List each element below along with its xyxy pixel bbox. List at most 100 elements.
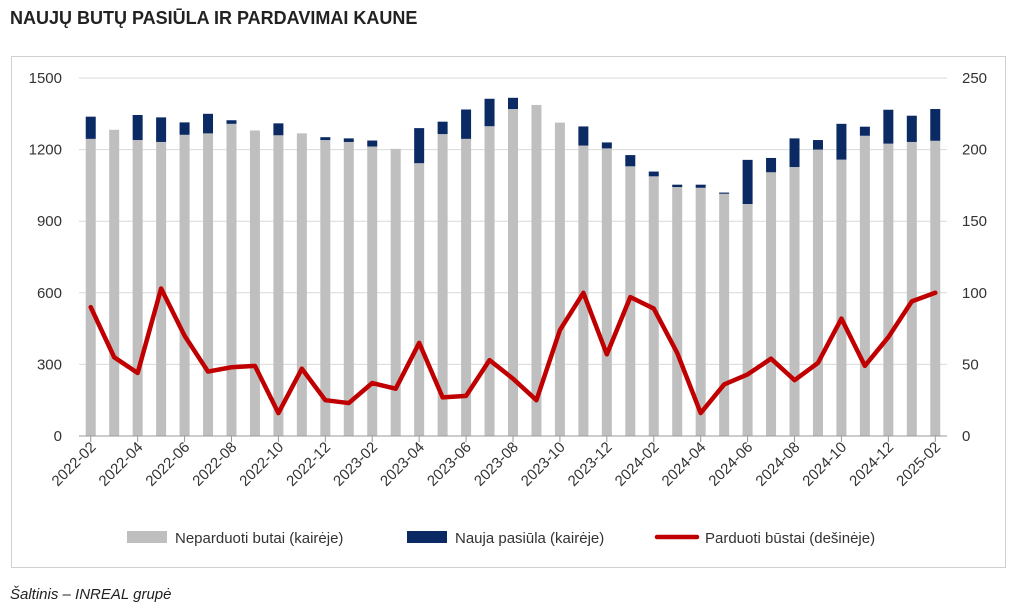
bar-new-supply (695, 184, 706, 188)
bar-unsold (296, 133, 307, 436)
y-left-tick-label: 900 (37, 213, 62, 230)
x-tick-label: 2024-10 (799, 439, 850, 490)
bar-unsold (742, 204, 753, 436)
x-tick-label: 2022-08 (189, 439, 240, 490)
bar-unsold (109, 129, 120, 437)
sold-line (88, 286, 938, 416)
bar-unsold (508, 109, 518, 436)
legend-swatch-unsold (127, 531, 167, 543)
bar-new-supply (226, 120, 237, 124)
bar-unsold (132, 140, 143, 436)
x-tick-label: 2023-02 (330, 439, 381, 490)
chart-frame: 0 300 600 900 1200 1500 0 50 100 150 200 250 2022-02… (11, 56, 1006, 568)
bar-unsold (789, 167, 800, 436)
bar-new-supply (484, 98, 495, 127)
bars (85, 97, 941, 437)
bar-unsold (414, 163, 425, 436)
legend-label-unsold: Neparduoti butai (kairėje) (175, 530, 343, 547)
bar-unsold (906, 141, 917, 436)
bar-unsold (695, 187, 706, 436)
bar-unsold (859, 135, 870, 436)
bar-unsold (203, 133, 214, 436)
x-tick-label: 2024-02 (612, 439, 663, 490)
bar-new-supply (789, 138, 800, 168)
bar-unsold (766, 172, 777, 437)
y-left-tick-label: 1200 (29, 142, 62, 159)
bar-new-supply (812, 140, 823, 150)
bar-new-supply (742, 159, 753, 205)
y-left-tick-label: 600 (37, 285, 62, 302)
bar-new-supply (437, 121, 448, 135)
x-tick-label: 2025-02 (893, 439, 944, 490)
chart-svg: 0 300 600 900 1200 1500 0 50 100 150 200 250 2022-02… (29, 70, 987, 547)
x-tick-label: 2022-02 (49, 439, 100, 490)
y-left-tick-label: 0 (54, 428, 62, 445)
bar-unsold (437, 134, 448, 436)
x-tick-label: 2023-10 (518, 439, 569, 490)
bar-new-supply (179, 122, 190, 135)
x-tick-label: 2023-06 (424, 439, 475, 490)
bar-unsold (179, 134, 190, 436)
source-note: Šaltinis – INREAL grupė (10, 586, 172, 603)
bar-new-supply (836, 123, 847, 160)
bar-new-supply (203, 113, 214, 134)
bar-new-supply (672, 184, 683, 188)
bar-unsold (836, 159, 847, 436)
bar-new-supply (132, 114, 143, 141)
sold-line-path (88, 286, 938, 416)
chart-title: NAUJŲ BUTŲ PASIŪLA IR PARDAVIMAI KAUNE (10, 8, 418, 28)
bar-new-supply (508, 97, 518, 110)
bar-new-supply (883, 109, 894, 144)
bar-unsold (273, 135, 284, 436)
bar-unsold (930, 140, 941, 436)
y-right-tick-label: 0 (962, 428, 970, 445)
x-tick-label: 2022-06 (142, 439, 193, 490)
x-tick-label: 2022-04 (96, 439, 147, 490)
y-right-tick-label: 200 (962, 142, 987, 159)
x-tick-label: 2023-12 (565, 439, 616, 490)
bar-new-supply (859, 126, 870, 136)
bar-unsold (883, 143, 894, 436)
y-left-tick-label: 300 (37, 356, 62, 373)
bar-unsold (367, 146, 378, 437)
bar-new-supply (343, 138, 354, 142)
bar-unsold (554, 122, 565, 436)
bar-unsold (672, 187, 683, 436)
bar-unsold (249, 130, 260, 437)
bar-unsold (484, 126, 495, 436)
bar-unsold (461, 138, 472, 437)
bar-new-supply (320, 137, 331, 141)
bar-new-supply (461, 109, 472, 139)
bar-new-supply (601, 142, 612, 149)
bar-new-supply (85, 116, 96, 139)
x-tick-label: 2024-04 (659, 439, 710, 490)
x-tick-label: 2022-10 (236, 439, 287, 490)
bar-new-supply (766, 157, 777, 173)
bar-new-supply (578, 126, 589, 146)
x-tick-label: 2024-06 (705, 439, 756, 490)
bar-new-supply (930, 109, 941, 141)
y-right-tick-label: 150 (962, 213, 987, 230)
x-tick-label: 2022-12 (283, 439, 334, 490)
x-tick-label: 2024-12 (846, 439, 897, 490)
legend-swatch-new-supply (407, 531, 447, 543)
bar-unsold (601, 148, 612, 436)
legend-label-sold: Parduoti būstai (dešinėje) (705, 530, 875, 547)
bar-unsold (531, 104, 542, 436)
y-left-tick-label: 1500 (29, 70, 62, 87)
bar-unsold (343, 141, 354, 436)
y-right-tick-label: 100 (962, 285, 987, 302)
bar-new-supply (625, 155, 636, 167)
bar-new-supply (156, 117, 167, 142)
bar-unsold (226, 123, 237, 436)
legend: Neparduoti butai (kairėje) Nauja pasiūla … (127, 530, 875, 547)
bar-new-supply (648, 171, 659, 177)
x-tick-label: 2024-08 (752, 439, 803, 490)
bar-new-supply (367, 140, 378, 147)
bar-unsold (812, 149, 823, 436)
bar-unsold (719, 193, 730, 436)
bar-unsold (320, 140, 331, 436)
bar-new-supply (273, 123, 284, 136)
y-right-tick-label: 50 (962, 356, 979, 373)
bar-unsold (85, 138, 96, 437)
